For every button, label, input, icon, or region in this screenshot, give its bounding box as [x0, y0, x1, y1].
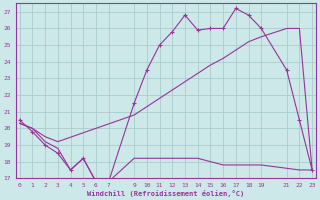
X-axis label: Windchill (Refroidissement éolien,°C): Windchill (Refroidissement éolien,°C): [87, 190, 244, 197]
